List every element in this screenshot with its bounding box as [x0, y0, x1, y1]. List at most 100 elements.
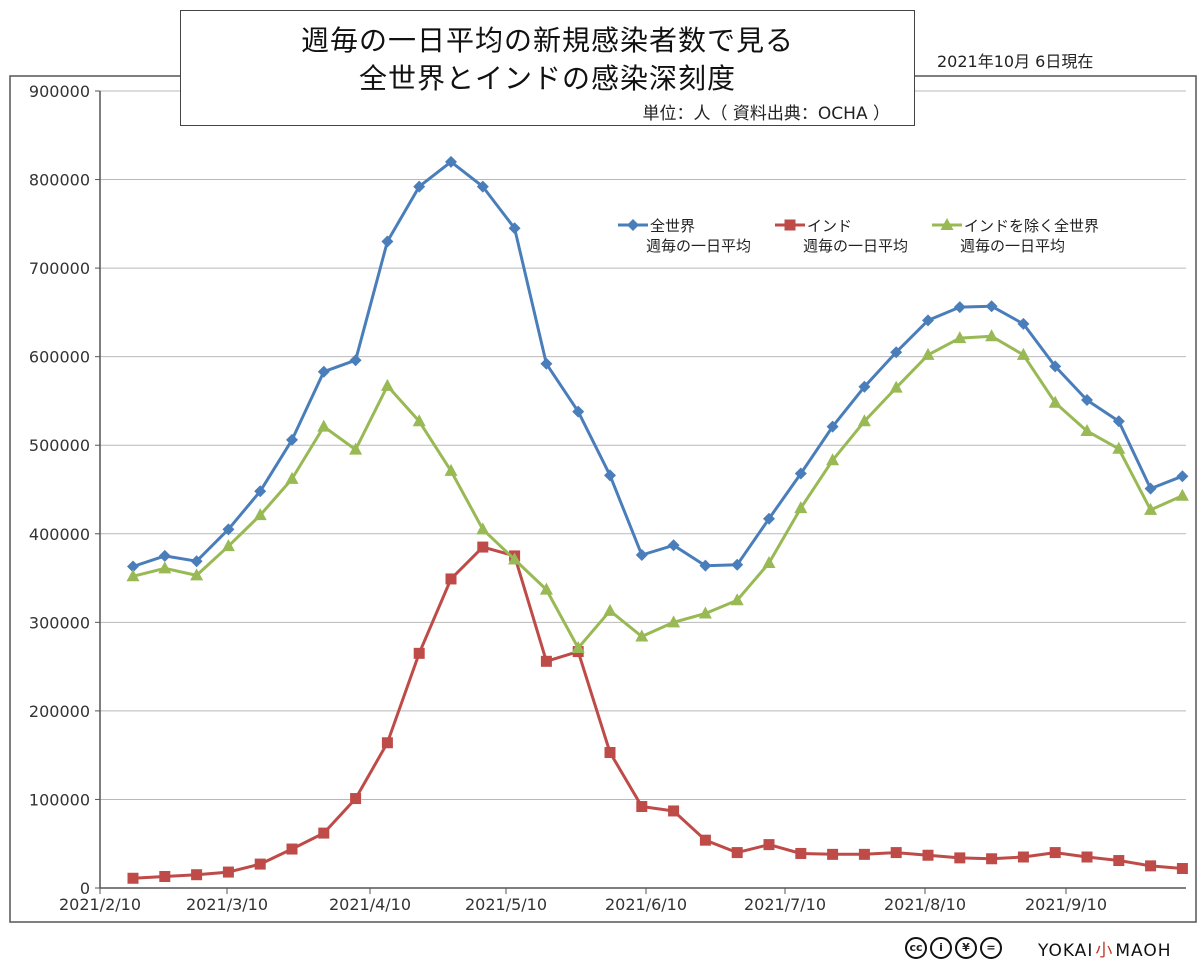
data-point — [635, 629, 649, 642]
attribution-icon: i — [930, 937, 952, 959]
data-point — [254, 858, 266, 870]
data-point — [508, 552, 522, 565]
brand-right: MAOH — [1115, 940, 1172, 961]
data-point — [191, 869, 203, 881]
data-point — [795, 847, 807, 859]
data-point — [699, 834, 711, 846]
data-point — [890, 847, 902, 859]
y-tick-label: 500000 — [29, 436, 90, 455]
y-tick-label: 200000 — [29, 702, 90, 721]
date-note: 2021年10月 6日現在 — [937, 52, 1094, 71]
data-point — [1049, 360, 1062, 373]
data-point — [381, 235, 394, 248]
x-tick-label: 2021/5/10 — [465, 895, 547, 914]
x-tick-label: 2021/4/10 — [329, 895, 411, 914]
x-axis: 2021/2/10 2021/3/10 2021/4/10 2021/5/10 2021… — [59, 888, 1107, 914]
legend-label: インドを除く全世界 — [964, 217, 1099, 235]
data-point — [253, 508, 267, 521]
legend-sublabel: 週毎の一日平均 — [646, 237, 751, 255]
data-point — [190, 568, 204, 581]
data-point — [445, 155, 457, 168]
data-point — [985, 300, 998, 313]
data-point — [222, 866, 234, 878]
data-point — [1175, 488, 1189, 501]
chart-title-line-2: 全世界とインドの感染深刻度 — [358, 62, 736, 95]
brand-mid: 小 — [1095, 940, 1114, 961]
data-point — [890, 346, 903, 359]
data-point — [667, 539, 680, 552]
brand-left: YOKAI — [1038, 940, 1094, 961]
title-box: 週毎の一日平均の新規感染者数で見る 全世界とインドの感染深刻度 単位：人（ 資料… — [180, 10, 915, 126]
data-point — [476, 180, 489, 193]
y-axis: 0 100000 200000 300000 400000 500000 600000 700… — [29, 82, 101, 898]
data-point — [731, 558, 744, 571]
data-point — [413, 647, 425, 659]
data-point — [158, 561, 172, 574]
data-point — [317, 365, 330, 378]
data-point — [221, 539, 235, 552]
footer: cc i ¥ = YOKAI 小 MAOH — [905, 934, 1172, 962]
data-point — [604, 469, 616, 482]
data-point — [827, 848, 839, 860]
brand-logo: YOKAI 小 MAOH — [1038, 936, 1172, 961]
data-point — [794, 467, 807, 480]
data-point — [412, 414, 426, 427]
data-point — [571, 641, 585, 654]
data-point — [603, 603, 617, 616]
data-point — [826, 420, 839, 433]
legend-sublabel: 週毎の一日平均 — [960, 237, 1065, 255]
data-point — [1080, 424, 1094, 437]
chart-title-line-1: 週毎の一日平均の新規感染者数で見る — [300, 24, 794, 57]
x-tick-label: 2021/7/10 — [744, 895, 826, 914]
series-line — [132, 545, 1183, 880]
series-line — [132, 160, 1183, 568]
data-point — [1144, 482, 1157, 495]
data-point — [1081, 394, 1093, 407]
data-point — [318, 827, 330, 839]
data-point — [1049, 847, 1061, 859]
data-point — [476, 522, 490, 535]
y-tick-label: 800000 — [29, 171, 90, 190]
data-point — [222, 523, 235, 536]
series-layer — [126, 155, 1189, 884]
x-tick-label: 2021/2/10 — [59, 895, 141, 914]
y-tick-label: 700000 — [29, 259, 90, 278]
data-point — [127, 560, 139, 573]
data-point — [699, 559, 712, 572]
grid-lines — [100, 90, 1186, 889]
series-2 — [127, 541, 1188, 884]
data-point — [953, 331, 967, 344]
data-point — [477, 541, 489, 553]
data-point — [159, 870, 171, 882]
data-point — [636, 801, 648, 813]
data-point — [1017, 851, 1029, 863]
y-tick-label: 900000 — [29, 82, 90, 101]
data-point — [349, 442, 363, 455]
y-tick-label: 600000 — [29, 348, 90, 367]
data-point — [794, 501, 808, 514]
legend-label: 全世界 — [650, 217, 695, 235]
data-point — [986, 853, 998, 865]
cc-icon: cc — [905, 937, 927, 959]
legend-marker — [627, 219, 639, 231]
data-point — [858, 848, 870, 860]
unit-note: 単位：人（ 資料出典：OCHA ） — [642, 104, 890, 124]
data-point — [668, 805, 680, 817]
x-tick-label: 2021/8/10 — [884, 895, 966, 914]
data-point — [1113, 855, 1125, 867]
data-point — [667, 615, 681, 628]
data-point — [1017, 317, 1030, 330]
data-point — [731, 847, 743, 859]
data-point — [954, 852, 966, 864]
license-icons: cc i ¥ = — [905, 937, 1002, 959]
series-3 — [126, 329, 1189, 654]
data-point — [1176, 470, 1189, 483]
legend-sublabel: 週毎の一日平均 — [803, 237, 908, 255]
data-point — [857, 414, 871, 427]
series-line — [132, 334, 1184, 650]
noncommercial-icon: ¥ — [955, 937, 977, 959]
data-point — [413, 180, 426, 193]
data-point — [604, 747, 616, 759]
